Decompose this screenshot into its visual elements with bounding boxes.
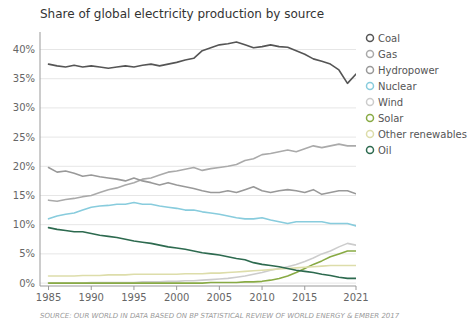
- source: SOURCE: OUR WORLD IN DATA BASED ON BP ST…: [40, 312, 400, 320]
- chart: Share of global electricity production b…: [0, 0, 474, 324]
- y-axis-line: [40, 32, 41, 286]
- x-tick: [176, 286, 177, 290]
- y-tick-label: 10%: [13, 219, 35, 230]
- x-tick: [356, 286, 357, 290]
- x-tick-label: 2021: [343, 292, 368, 303]
- x-tick: [48, 286, 49, 290]
- legend-swatch: [367, 67, 374, 74]
- x-tick-label: 1985: [36, 292, 61, 303]
- legend-swatch: [367, 147, 374, 154]
- grid-line: [40, 224, 356, 225]
- grid-line: [40, 49, 356, 50]
- legend-label: Coal: [378, 33, 400, 44]
- y-tick-label: 35%: [13, 73, 35, 84]
- legend-label: Other renewables: [378, 129, 467, 140]
- y-tick-label: 0%: [19, 278, 35, 289]
- y-tick-label: 20%: [13, 161, 35, 172]
- legend-swatch: [367, 131, 374, 138]
- grid-line: [40, 137, 356, 138]
- series-line: [49, 42, 356, 83]
- legend-swatch: [367, 99, 374, 106]
- y-tick-label: 40%: [13, 44, 35, 55]
- grid-line: [40, 166, 356, 167]
- legend-label: Hydropower: [378, 65, 440, 76]
- x-tick-label: 2015: [292, 292, 317, 303]
- legend-swatch: [367, 35, 374, 42]
- y-tick-label: 25%: [13, 132, 35, 143]
- x-tick-label: 2010: [249, 292, 274, 303]
- y-tick-label: 30%: [13, 102, 35, 113]
- legend: Coal Gas Hydropower Nuclear Wind Solar Other r…: [367, 33, 467, 156]
- grid-line: [40, 253, 356, 254]
- legend-label: Oil: [378, 145, 391, 156]
- x-tick: [219, 286, 220, 290]
- series-line: [49, 203, 356, 226]
- grid: [40, 50, 356, 284]
- series-line: [49, 266, 356, 277]
- x-tick: [133, 286, 134, 290]
- x-tick-label: 2000: [164, 292, 189, 303]
- grid-line: [40, 107, 356, 108]
- legend-swatch: [367, 115, 374, 122]
- x-tick: [262, 286, 263, 290]
- x-axis-line: [40, 286, 356, 287]
- y-tick-label: 5%: [19, 248, 35, 259]
- legend-label: Nuclear: [378, 81, 417, 92]
- x-tick: [91, 286, 92, 290]
- series-line: [49, 243, 356, 283]
- series-line: [49, 251, 356, 283]
- plot-area: [49, 42, 356, 283]
- legend-swatch: [367, 51, 374, 58]
- x-tick-label: 1995: [121, 292, 146, 303]
- series-line: [49, 167, 356, 194]
- legend-label: Wind: [378, 97, 403, 108]
- x-tick-label: 1990: [79, 292, 104, 303]
- series-line: [49, 144, 356, 201]
- legend-swatch: [367, 83, 374, 90]
- x-tick-label: 2005: [207, 292, 232, 303]
- series-line: [49, 228, 356, 279]
- y-tick-label: 15%: [13, 190, 35, 201]
- grid-line: [40, 78, 356, 79]
- legend-label: Gas: [378, 49, 397, 60]
- legend-label: Solar: [378, 113, 404, 124]
- x-tick: [304, 286, 305, 290]
- title: Share of global electricity production b…: [40, 7, 324, 21]
